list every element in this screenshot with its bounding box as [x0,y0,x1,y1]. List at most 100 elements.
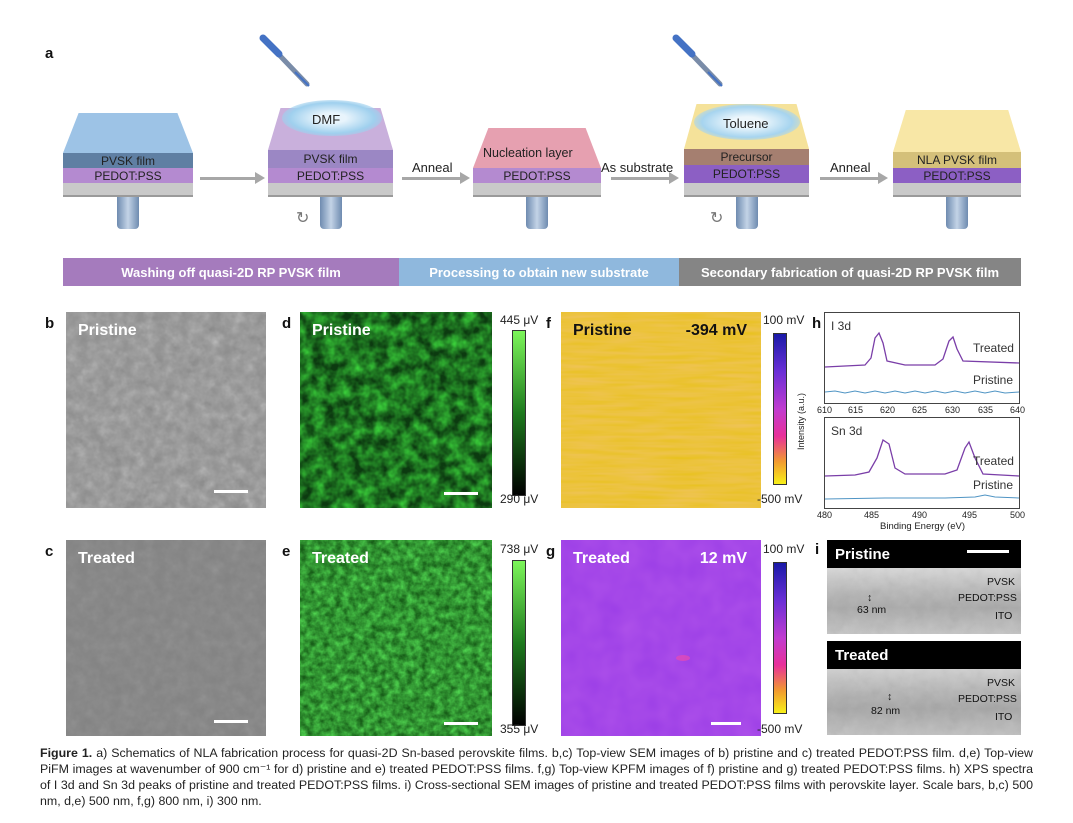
scale-bar [711,722,741,725]
panel-letter-e: e [282,543,291,560]
sem-cross-section-pristine: PVSK PEDOT:PSS ITO ↕ 63 nm [827,568,1021,634]
rotate-icon: ↻ [296,210,310,227]
layer-label-ito: ITO [995,711,1013,723]
toluene-label: Toluene [723,116,769,131]
colorbar-max-label: 100 mV [763,313,805,327]
image-label: Pristine [78,322,137,339]
pifm-image-pristine: Pristine [300,312,492,508]
arrow-line [611,177,669,180]
xps-legend-pristine: Pristine [973,373,1014,387]
pedot-layer: PEDOT:PSS [473,168,601,183]
spin-chuck [736,197,758,229]
arrow-label-anneal-2: Anneal [830,160,871,175]
arrow-line [200,177,255,180]
image-label: Treated [573,550,630,567]
panel-letter-b: b [45,315,55,332]
image-label: Pristine [573,322,632,339]
film-top-face [63,113,193,153]
scale-bar [214,490,248,493]
caption-lead: Figure 1. [40,746,93,760]
xps-curves [825,438,1019,500]
colorbar-max-label: 100 mV [763,542,805,556]
spin-chuck [946,197,968,229]
colorbar-pifm-treated [512,560,526,726]
thickness-label: 63 nm [857,604,887,616]
colorbar-kpfm-treated [773,562,787,714]
xps-legend-treated: Treated [973,454,1014,468]
pvsk-film-layer: PVSK film [268,150,393,168]
scale-bar [444,722,478,725]
layer-label-pvsk: PVSK [987,677,1016,689]
arrow-right-icon [669,172,679,184]
caption-text: a) Schematics of NLA fabrication process… [40,746,1033,808]
figure-caption: Figure 1. a) Schematics of NLA fabricati… [40,745,1033,809]
pedot-layer: PEDOT:PSS [893,168,1021,183]
layer-label-pvsk: PVSK [987,576,1016,588]
sem-cross-section-treated: PVSK PEDOT:PSS ITO ↕ 82 nm [827,669,1021,735]
arrow-label-anneal: Anneal [412,160,453,175]
arrow-right-icon [460,172,470,184]
sem-header-pristine: Pristine [827,540,1021,568]
panel-letter-f: f [546,315,551,332]
spin-chuck [320,197,342,229]
xps-curves [825,331,1019,394]
rotate-icon: ↻ [710,210,724,227]
arrow-line [402,177,460,180]
potential-value: 12 mV [699,550,747,567]
scale-bar [214,720,248,723]
image-label: Pristine [312,322,371,339]
image-label: Treated [78,550,135,567]
pvsk-film-layer: PVSK film [63,153,193,168]
substrate [473,183,601,197]
dmf-label: DMF [312,112,341,127]
panel-letter-a: a [45,45,54,62]
panel-letter-d: d [282,315,292,332]
layer-label-ito: ITO [995,610,1013,622]
arrow-right-icon [255,172,265,184]
image-label: Treated [312,550,369,567]
thickness-label: 82 nm [871,705,901,717]
pipette-icon [672,34,723,87]
band-secondary: Secondary fabrication of quasi-2D RP PVS… [679,258,1021,286]
sem-image-pristine: Pristine [66,312,266,508]
panel-letter-g: g [546,543,556,560]
substrate [268,183,393,197]
colorbar-min-label: -500 mV [757,722,803,736]
pifm-image-treated: Treated [300,540,492,736]
layer-label-pedot: PEDOT:PSS [958,592,1017,604]
band-washing: Washing off quasi-2D RP PVSK film [63,258,399,286]
xps-xlabel: Binding Energy (eV) [880,521,966,532]
colorbar-min-label: 355 μV [500,722,539,736]
arrow-right-icon [878,172,888,184]
spin-chuck [117,197,139,229]
xps-ylabel: Intensity (a.u.) [796,392,806,450]
pedot-layer: PEDOT:PSS [268,168,393,183]
xps-plot-i3d: I 3d Treated Pristine [824,312,1020,404]
nucleation-label: Nucleation layer [483,146,573,160]
xps-legend-treated: Treated [973,341,1014,355]
panel-letter-c: c [45,543,54,560]
pedot-layer: PEDOT:PSS [63,168,193,183]
colorbar-min-label: 290 μV [500,492,539,506]
arrow-label-as-substrate: As substrate [601,160,674,175]
potential-value: -394 mV [685,322,747,339]
colorbar-min-label: -500 mV [757,492,803,506]
spin-chuck [526,197,548,229]
pipette-icon [259,34,310,87]
panel-letter-h: h [812,315,822,332]
dmf-droplet [282,100,382,136]
kpfm-image-treated: Treated 12 mV [561,540,761,736]
film-top-face [893,110,1021,152]
precursor-layer: Precursor [684,149,809,165]
sem-header-treated: Treated [827,641,1021,669]
layer-label-pedot: PEDOT:PSS [958,693,1017,705]
xps-title-i3d: I 3d [831,319,852,333]
xps-plot-sn3d: Sn 3d Treated Pristine [824,417,1020,509]
xps-title-sn3d: Sn 3d [831,424,863,438]
scale-bar [967,550,1009,553]
scale-bar [444,492,478,495]
kpfm-image-pristine: Pristine -394 mV [561,312,761,508]
band-processing: Processing to obtain new substrate [399,258,679,286]
thickness-arrow-icon: ↕ [867,592,873,604]
thickness-arrow-icon: ↕ [887,691,893,703]
